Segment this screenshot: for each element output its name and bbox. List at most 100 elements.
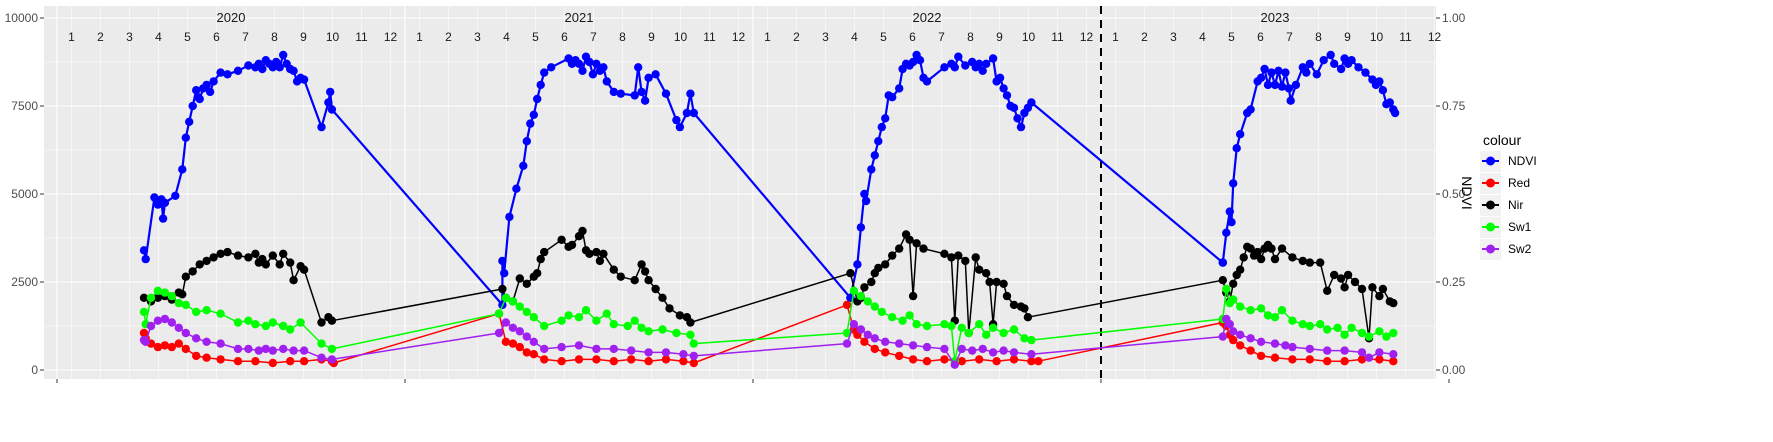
y2-tick-label: 0.50 bbox=[1442, 187, 1466, 201]
month-label: 3 bbox=[822, 30, 829, 44]
year-label: 2023 bbox=[1261, 10, 1290, 25]
data-point-ndvi bbox=[1225, 207, 1235, 216]
data-point-red bbox=[153, 342, 163, 352]
month-label: 12 bbox=[1080, 30, 1094, 44]
data-point-red bbox=[233, 357, 243, 366]
data-point-red bbox=[216, 355, 225, 364]
month-label: 8 bbox=[271, 30, 278, 44]
data-point-sw1 bbox=[181, 300, 190, 310]
data-point-red bbox=[940, 355, 949, 364]
data-point-nir bbox=[533, 269, 542, 278]
month-label: 12 bbox=[1428, 30, 1442, 44]
data-point-sw1 bbox=[905, 311, 914, 320]
data-point-ndvi bbox=[686, 89, 695, 98]
data-point-ndvi bbox=[975, 59, 984, 68]
data-point-sw1 bbox=[898, 316, 907, 325]
data-point-nir bbox=[1023, 313, 1033, 322]
data-point-nir bbox=[327, 316, 337, 325]
data-point-sw1 bbox=[1347, 323, 1356, 332]
data-point-sw1 bbox=[501, 293, 511, 302]
legend-key-point bbox=[1486, 156, 1495, 166]
data-point-red bbox=[908, 355, 918, 364]
month-label: 7 bbox=[590, 30, 597, 44]
data-point-sw1 bbox=[494, 309, 504, 318]
data-point-nir bbox=[1270, 254, 1280, 264]
data-point-ndvi bbox=[216, 68, 225, 77]
legend-key-point bbox=[1486, 200, 1495, 210]
data-point-sw1 bbox=[1375, 327, 1384, 336]
data-point-ndvi bbox=[141, 254, 150, 264]
data-point-sw2 bbox=[574, 341, 584, 350]
data-point-sw2 bbox=[153, 316, 163, 325]
data-point-sw1 bbox=[296, 318, 305, 327]
y2-tick-label: 0.75 bbox=[1442, 99, 1466, 113]
data-point-nir bbox=[982, 269, 991, 278]
data-point-ndvi bbox=[1390, 108, 1400, 118]
data-point-red bbox=[661, 355, 671, 364]
y-axis-left: 0 2500 5000 7500 10000 bbox=[5, 11, 44, 377]
data-point-ndvi bbox=[1312, 70, 1322, 79]
data-point-nir bbox=[1020, 304, 1029, 313]
data-point-ndvi bbox=[1222, 228, 1231, 237]
data-point-sw2 bbox=[950, 360, 959, 369]
data-point-sw1 bbox=[233, 318, 243, 327]
data-point-ndvi bbox=[644, 73, 653, 83]
data-point-sw1 bbox=[1263, 311, 1273, 320]
data-point-nir bbox=[1378, 284, 1388, 294]
data-point-sw2 bbox=[881, 337, 890, 346]
month-label: 1 bbox=[764, 30, 771, 44]
data-series bbox=[139, 50, 1400, 369]
data-point-ndvi bbox=[185, 117, 194, 127]
legend-key-point bbox=[1486, 222, 1495, 232]
data-point-red bbox=[644, 357, 653, 366]
data-point-sw2 bbox=[679, 350, 688, 359]
month-label: 10 bbox=[1022, 30, 1036, 44]
legend-label-ndvi: NDVI bbox=[1508, 154, 1537, 168]
data-point-nir bbox=[536, 254, 545, 264]
data-point-nir bbox=[289, 276, 298, 285]
month-label: 6 bbox=[1257, 30, 1264, 44]
data-point-ndvi bbox=[1270, 80, 1280, 90]
data-point-ndvi bbox=[860, 189, 869, 199]
data-point-nir bbox=[268, 251, 277, 260]
data-point-sw2 bbox=[842, 339, 852, 348]
data-point-nir bbox=[592, 247, 601, 257]
data-point-sw1 bbox=[922, 321, 932, 331]
data-point-red bbox=[1357, 355, 1367, 364]
data-point-nir bbox=[1330, 270, 1339, 280]
data-point-sw1 bbox=[644, 327, 653, 336]
data-point-nir bbox=[1340, 283, 1349, 292]
data-point-red bbox=[540, 355, 549, 364]
data-point-sw2 bbox=[1375, 348, 1384, 357]
data-point-sw1 bbox=[856, 291, 866, 301]
data-point-nir bbox=[202, 256, 211, 266]
data-point-nir bbox=[919, 244, 928, 253]
data-point-ndvi bbox=[1330, 59, 1339, 68]
data-point-ndvi bbox=[1013, 114, 1022, 123]
data-point-ndvi bbox=[1319, 56, 1328, 65]
data-point-sw2 bbox=[202, 337, 211, 346]
data-point-sw2 bbox=[1364, 353, 1374, 362]
data-point-ndvi bbox=[999, 84, 1008, 93]
data-point-red bbox=[251, 357, 260, 366]
data-point-red bbox=[679, 357, 688, 366]
data-point-nir bbox=[651, 284, 660, 294]
data-point-ndvi bbox=[599, 63, 608, 72]
data-point-ndvi bbox=[1347, 56, 1356, 65]
data-point-sw2 bbox=[522, 332, 531, 341]
data-point-sw2 bbox=[268, 346, 277, 355]
data-point-sw2 bbox=[661, 348, 671, 357]
data-point-red bbox=[1009, 355, 1019, 364]
data-point-red bbox=[881, 348, 890, 357]
year-label: 2021 bbox=[565, 10, 594, 25]
data-point-nir bbox=[860, 283, 869, 292]
data-point-sw1 bbox=[957, 323, 966, 332]
data-point-ndvi bbox=[867, 165, 876, 174]
data-point-sw2 bbox=[254, 346, 263, 355]
data-point-ndvi bbox=[640, 96, 650, 105]
data-point-nir bbox=[181, 272, 190, 281]
month-label: 7 bbox=[1286, 30, 1293, 44]
y2-tick-label: 1.00 bbox=[1442, 11, 1466, 25]
month-label: 3 bbox=[474, 30, 481, 44]
data-point-ndvi bbox=[877, 122, 886, 132]
